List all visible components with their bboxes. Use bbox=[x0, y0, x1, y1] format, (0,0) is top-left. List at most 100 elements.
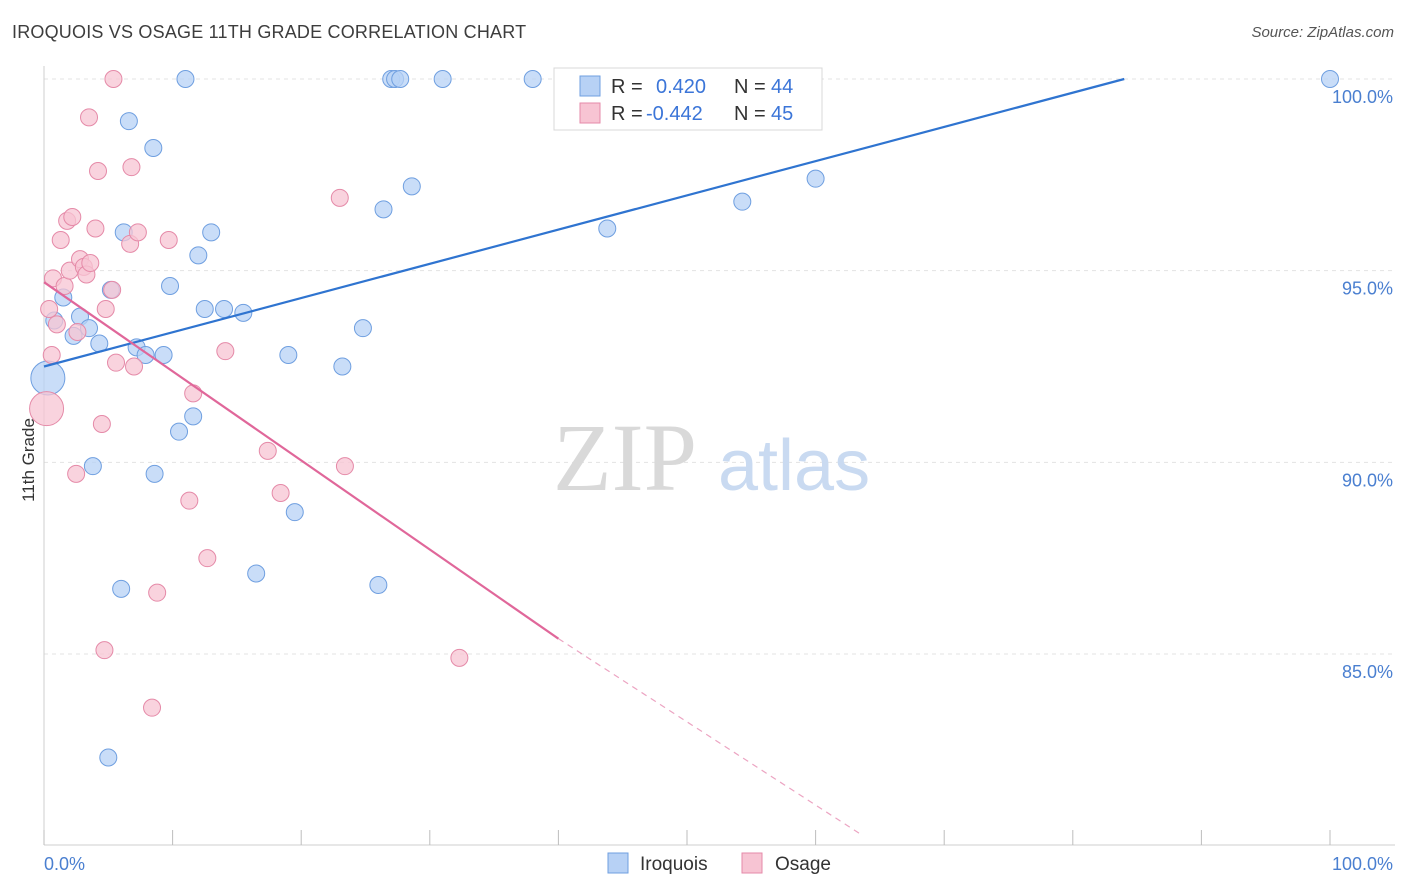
point-iroquois-22 bbox=[195, 300, 214, 318]
bottom-legend-label-osage: Osage bbox=[775, 854, 831, 875]
point-osage-31 bbox=[159, 231, 178, 249]
point-iroquois-43 bbox=[1321, 70, 1339, 88]
watermark-atlas: atlas bbox=[718, 426, 870, 506]
point-osage-38 bbox=[330, 188, 349, 207]
point-osage-39 bbox=[335, 457, 354, 476]
legend-r-value-iroquois: 0.420 bbox=[656, 76, 706, 98]
bottom-legend-swatch-osage bbox=[741, 852, 763, 874]
point-iroquois-12 bbox=[119, 112, 138, 131]
point-iroquois-10 bbox=[112, 579, 131, 598]
point-iroquois-18 bbox=[161, 277, 180, 295]
point-iroquois-39 bbox=[523, 70, 542, 88]
point-iroquois-40 bbox=[598, 219, 617, 238]
point-osage-5 bbox=[51, 231, 70, 249]
point-iroquois-20 bbox=[184, 407, 203, 426]
axes bbox=[43, 66, 1395, 846]
legend-n-label-iroquois: N = bbox=[734, 76, 766, 98]
x-tick-label-min: 0.0% bbox=[44, 854, 85, 874]
point-iroquois-7 bbox=[83, 457, 102, 476]
point-osage-10 bbox=[67, 464, 86, 483]
trend-line-iroquois bbox=[43, 77, 1125, 368]
point-osage-20 bbox=[95, 641, 114, 660]
y-tick-label-3: 100.0% bbox=[1332, 87, 1393, 107]
point-osage-37 bbox=[271, 484, 290, 502]
legend-swatch-osage bbox=[579, 102, 601, 124]
point-iroquois-37 bbox=[402, 177, 421, 196]
legend-r-label-osage: R = bbox=[611, 103, 643, 125]
point-iroquois-25 bbox=[215, 300, 234, 318]
data-points bbox=[29, 70, 1339, 767]
point-osage-19 bbox=[92, 415, 111, 433]
legend-n-label-osage: N = bbox=[734, 103, 766, 125]
legend-n-value-osage: 45 bbox=[771, 103, 793, 125]
point-iroquois-16 bbox=[145, 464, 164, 483]
trend-line-osage-extension bbox=[558, 638, 861, 835]
bottom-legend: Iroquois Osage bbox=[607, 852, 831, 875]
legend-r-label-iroquois: R = bbox=[611, 76, 643, 98]
y-tick-label-1: 90.0% bbox=[1342, 470, 1393, 490]
point-osage-34 bbox=[198, 549, 217, 568]
y-tick-label-0: 85.0% bbox=[1342, 662, 1393, 682]
y-axis-label: 11th Grade bbox=[19, 418, 38, 502]
point-osage-4 bbox=[47, 315, 66, 334]
point-osage-18 bbox=[89, 162, 108, 180]
watermark: ZIP atlas bbox=[553, 404, 870, 511]
point-iroquois-41 bbox=[733, 192, 752, 211]
point-iroquois-24 bbox=[176, 70, 195, 88]
trend-line-osage bbox=[43, 281, 560, 640]
point-osage-27 bbox=[125, 357, 144, 376]
point-iroquois-9 bbox=[99, 748, 118, 767]
point-iroquois-21 bbox=[189, 246, 208, 265]
point-osage-30 bbox=[148, 583, 167, 602]
point-osage-36 bbox=[258, 441, 277, 460]
point-osage-1 bbox=[40, 300, 59, 318]
x-tick-labels: 0.0% 100.0% bbox=[44, 854, 1393, 874]
point-osage-2 bbox=[42, 346, 61, 364]
point-iroquois-31 bbox=[353, 319, 372, 338]
point-osage-16 bbox=[81, 254, 100, 272]
point-osage-21 bbox=[96, 300, 115, 318]
point-osage-28 bbox=[128, 223, 147, 242]
point-osage-35 bbox=[216, 342, 235, 361]
watermark-zip: ZIP bbox=[553, 404, 697, 511]
point-osage-15 bbox=[80, 108, 99, 127]
point-iroquois-38 bbox=[433, 70, 452, 88]
point-iroquois-15 bbox=[144, 139, 163, 157]
point-iroquois-42 bbox=[806, 169, 825, 188]
point-iroquois-32 bbox=[369, 576, 388, 594]
x-tick-label-max: 100.0% bbox=[1332, 854, 1393, 874]
point-osage-17 bbox=[86, 219, 105, 238]
legend-swatch-iroquois bbox=[579, 75, 601, 97]
point-osage-11 bbox=[68, 323, 87, 341]
legend-n-value-iroquois: 44 bbox=[771, 76, 793, 98]
bottom-legend-swatch-iroquois bbox=[607, 852, 629, 874]
point-osage-29 bbox=[143, 698, 162, 717]
point-iroquois-28 bbox=[279, 346, 298, 364]
chart-title: IROQUOIS VS OSAGE 11TH GRADE CORRELATION… bbox=[12, 22, 527, 42]
legend: R = 0.420 N = 44 R = -0.442 N = 45 bbox=[553, 67, 823, 131]
point-iroquois-30 bbox=[333, 357, 352, 376]
point-iroquois-23 bbox=[202, 223, 221, 242]
point-osage-24 bbox=[107, 353, 126, 372]
bottom-legend-label-iroquois: Iroquois bbox=[640, 854, 708, 875]
point-osage-40 bbox=[450, 648, 469, 667]
grid-lines bbox=[44, 78, 1395, 655]
point-osage-33 bbox=[184, 384, 203, 403]
trend-lines bbox=[43, 77, 1125, 835]
legend-r-value-osage: -0.442 bbox=[646, 103, 703, 125]
point-osage-9 bbox=[63, 208, 82, 226]
source-label: Source: ZipAtlas.com bbox=[1251, 24, 1394, 41]
point-osage-0 bbox=[29, 391, 65, 427]
point-iroquois-17 bbox=[154, 346, 173, 364]
y-tick-label-2: 95.0% bbox=[1342, 279, 1393, 299]
point-iroquois-27 bbox=[247, 564, 266, 583]
point-iroquois-33 bbox=[374, 200, 393, 219]
y-tick-labels: 85.0% 90.0% 95.0% 100.0% bbox=[1332, 87, 1393, 682]
point-iroquois-19 bbox=[170, 422, 189, 441]
point-osage-26 bbox=[122, 158, 141, 177]
point-iroquois-36 bbox=[391, 70, 410, 88]
point-osage-32 bbox=[180, 491, 199, 510]
point-osage-22 bbox=[103, 280, 122, 299]
point-osage-23 bbox=[104, 70, 123, 88]
